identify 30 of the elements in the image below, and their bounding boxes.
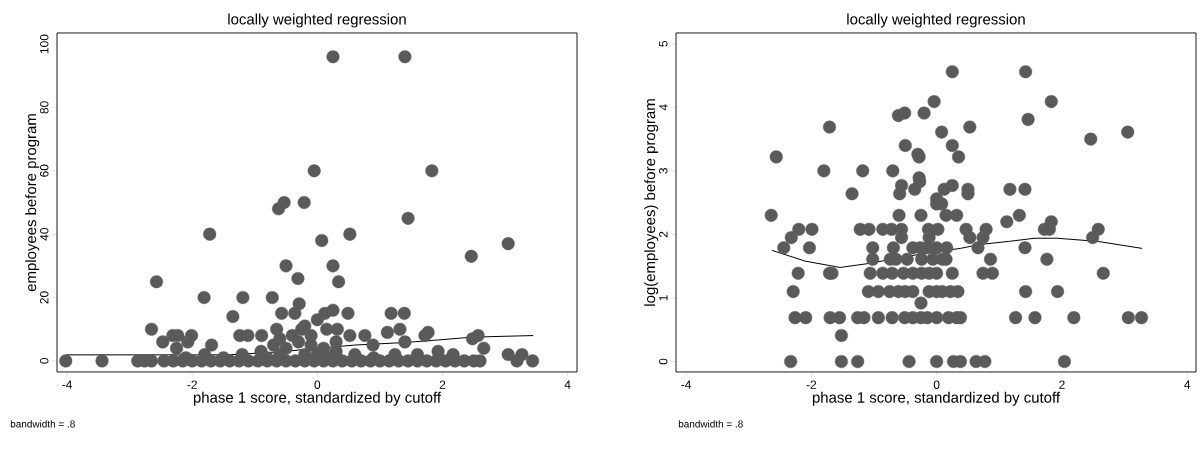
y-tick-label: 0 [40, 358, 49, 364]
x-tick-label: 2 [1059, 380, 1065, 389]
x-tick-label: -2 [187, 380, 197, 389]
x-tick-label: 0 [314, 380, 321, 389]
y-tick-label: 60 [40, 164, 49, 177]
x-tick-label: 2 [439, 380, 446, 389]
x-tick-label: -4 [62, 380, 72, 389]
text: bandwidth = .8 [10, 420, 75, 428]
y-tick-label: 20 [40, 291, 49, 304]
chart-title: locally weighted regression [228, 13, 406, 28]
y-axis-title: employees before program [25, 114, 40, 292]
y-tick-label: 100 [40, 34, 49, 54]
x-axis-title: phase 1 score, standardized by cutoff [193, 391, 442, 406]
y-tick-label: 3 [659, 168, 668, 174]
x-tick-label: 4 [1184, 380, 1191, 389]
y-axis-title: log(employees) before program [644, 99, 659, 306]
y-tick-label: 0 [659, 358, 668, 365]
x-tick-label: 0 [933, 380, 940, 389]
y-tick-label: 80 [40, 101, 49, 114]
y-tick-label: 1 [659, 295, 668, 301]
y-tick-label: 2 [659, 231, 668, 238]
text: bandwidth = .8 [678, 420, 743, 428]
y-tick-label: 4 [659, 104, 668, 111]
x-tick-label: -2 [806, 380, 817, 389]
y-tick-label: 40 [40, 227, 49, 241]
x-axis-title: phase 1 score, standardized by cutoff [812, 391, 1061, 406]
x-tick-label: 4 [564, 380, 571, 389]
x-tick-label: -4 [681, 380, 691, 389]
y-tick-label: 5 [659, 40, 668, 47]
chart-title: locally weighted regression [847, 13, 1025, 28]
